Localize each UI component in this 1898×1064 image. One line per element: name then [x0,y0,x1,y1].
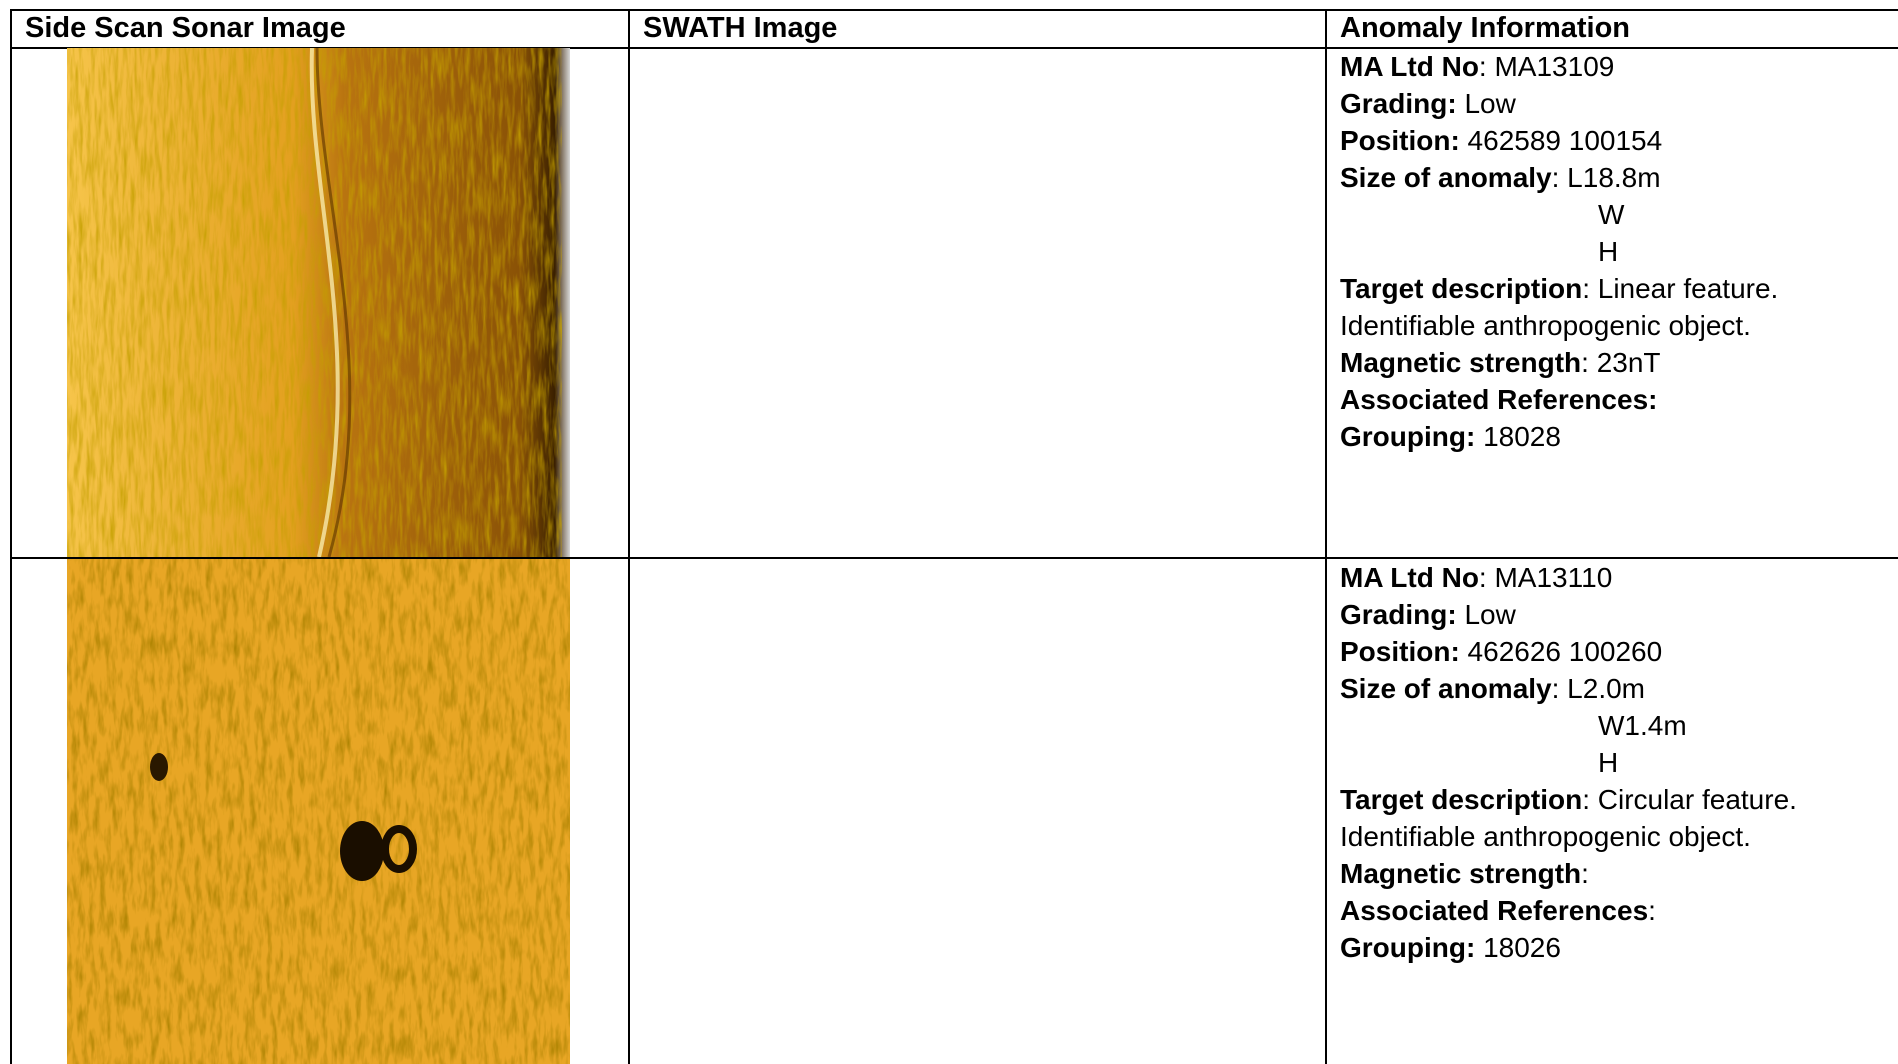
field-value: : L2.0m [1551,673,1646,704]
field: Size of anomaly: L2.0m [1340,670,1797,707]
field-value: Low [1456,599,1516,630]
field: Target description: Circular feature. [1340,781,1797,818]
field: Associated References: [1340,892,1797,929]
anomaly-info: MA Ltd No: MA13109 Grading: Low Position: … [1340,48,1778,455]
field-label: MA Ltd No [1340,562,1479,593]
field-value: W1.4m [1598,710,1687,741]
field-value: : [1648,895,1656,926]
field: Size of anomaly: L18.8m [1340,159,1778,196]
column-header: Side Scan Sonar Image [25,12,346,44]
rule [10,9,1898,11]
field: Magnetic strength: 23nT [1340,344,1778,381]
field: MA Ltd No: MA13110 [1340,559,1797,596]
field: Grouping: 18028 [1340,418,1778,455]
field-value: : 23nT [1581,347,1661,378]
field-label: Target description [1340,273,1583,304]
field: Grouping: 18026 [1340,929,1797,966]
rule [628,9,630,1064]
field-value: H [1598,747,1619,778]
field-value: : Linear feature. [1582,273,1779,304]
column-header: Anomaly Information [1340,12,1631,44]
field-value: 18028 [1475,421,1561,452]
field: Position: 462626 100260 [1340,633,1797,670]
field-value: Low [1456,88,1516,119]
rule [1325,9,1327,1064]
field-value: Identifiable anthropogenic object. [1340,310,1751,341]
field: Position: 462589 100154 [1340,122,1778,159]
field-value: 462589 100154 [1459,125,1663,156]
field-label: Grouping: [1340,421,1476,452]
field-value: : MA13110 [1478,562,1613,593]
field-value: H [1598,236,1619,267]
field-label: Grading: [1340,88,1457,119]
rule [10,47,1898,49]
field: Grading: Low [1340,596,1797,633]
field-label: Position: [1340,636,1460,667]
field-value: : L18.8m [1551,162,1661,193]
field-value: 462626 100260 [1459,636,1663,667]
field-label: Magnetic strength [1340,858,1582,889]
field-label: MA Ltd No [1340,51,1479,82]
field-label: Magnetic strength [1340,347,1582,378]
anomaly-info: MA Ltd No: MA13110 Grading: Low Position: … [1340,559,1797,966]
field-label: Target description [1340,784,1583,815]
field: MA Ltd No: MA13109 [1340,48,1778,85]
field-value: : Circular feature. [1582,784,1797,815]
field-label: Size of anomaly [1340,673,1552,704]
field: Magnetic strength: [1340,855,1797,892]
field-value: : [1581,858,1589,889]
sonar-image [67,48,570,557]
rule [10,9,12,1064]
field-label: Grouping: [1340,932,1476,963]
field: Target description: Linear feature. [1340,270,1778,307]
field: Grading: Low [1340,85,1778,122]
field-value: W [1598,199,1625,230]
field-label: Position: [1340,125,1460,156]
field: Associated References: [1340,381,1778,418]
field-label: Associated References [1340,895,1649,926]
field-label: Associated References: [1340,384,1658,415]
field-label: Size of anomaly [1340,162,1552,193]
column-header: SWATH Image [643,12,838,44]
sonar-image [67,559,570,1064]
field-value: : MA13109 [1478,51,1615,82]
rule [10,557,1898,559]
field-value: 18026 [1475,932,1561,963]
field-label: Grading: [1340,599,1457,630]
field-value: Identifiable anthropogenic object. [1340,821,1751,852]
